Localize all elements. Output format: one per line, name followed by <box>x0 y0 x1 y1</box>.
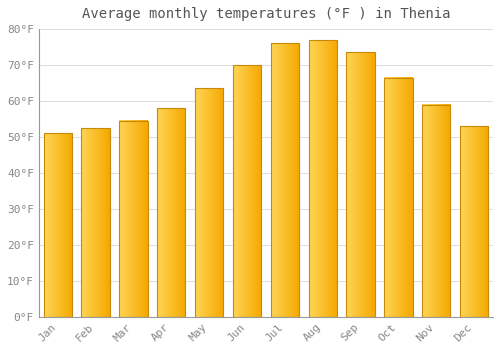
Bar <box>44 133 72 317</box>
Bar <box>82 128 110 317</box>
Bar <box>195 89 224 317</box>
Bar <box>422 105 450 317</box>
Bar <box>233 65 261 317</box>
Bar <box>346 52 375 317</box>
Bar <box>157 108 186 317</box>
Bar <box>460 126 488 317</box>
Bar <box>308 40 337 317</box>
Title: Average monthly temperatures (°F ) in Thenia: Average monthly temperatures (°F ) in Th… <box>82 7 450 21</box>
Bar <box>384 78 412 317</box>
Bar <box>270 43 299 317</box>
Bar <box>119 121 148 317</box>
